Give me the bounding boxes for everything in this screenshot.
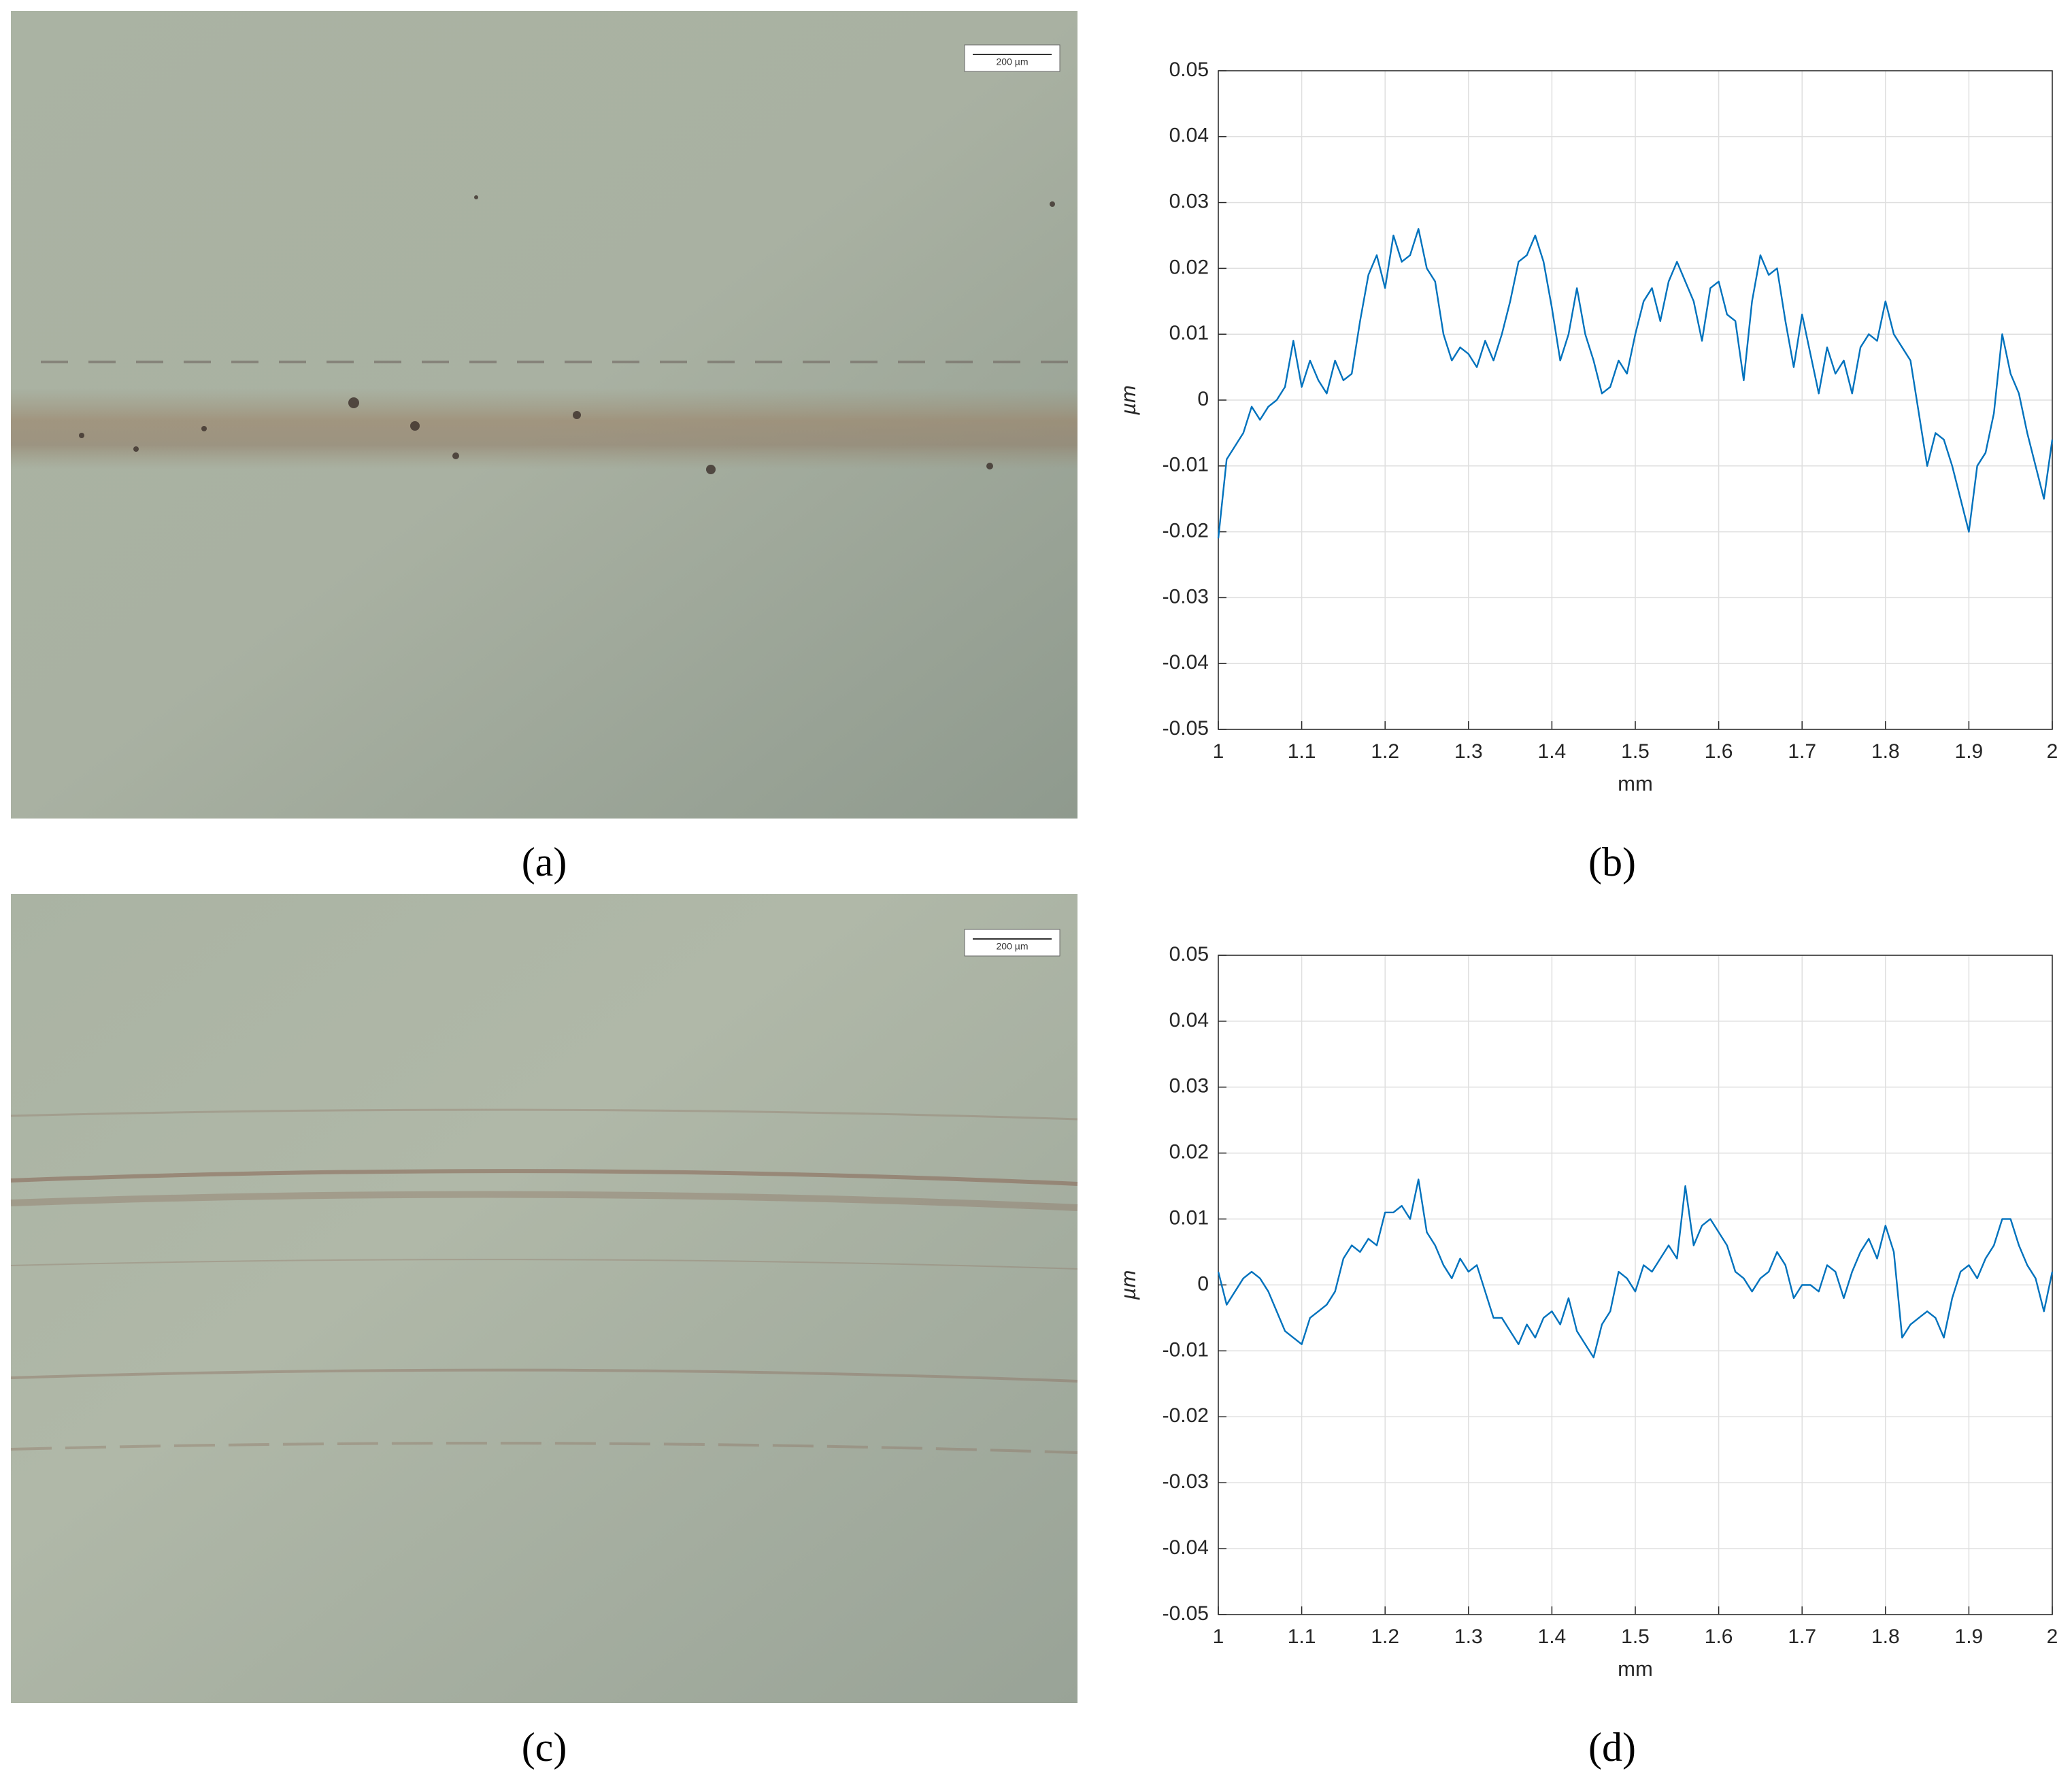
x-tick-label: 1.2 <box>1371 1625 1399 1648</box>
x-tick-label: 1.5 <box>1621 740 1650 763</box>
panel-label: (d) <box>1588 1725 1636 1770</box>
y-tick-label: 0.04 <box>1169 125 1209 147</box>
y-tick-label: -0.05 <box>1163 717 1209 740</box>
y-tick-label: -0.04 <box>1163 651 1209 674</box>
line-chart: 1 1.1 1.2 1.3 1.4 1.5 1.6 1.7 1.8 1.9 2 -0.05 -0.04 -… <box>1116 59 2058 795</box>
x-tick-label: 1.4 <box>1538 740 1567 763</box>
y-tick-label: 0 <box>1197 1272 1209 1295</box>
data-line <box>1217 228 2054 539</box>
y-tick-label: 0.01 <box>1169 1207 1209 1229</box>
y-tick-label: -0.03 <box>1163 1470 1209 1493</box>
data-line <box>1217 1178 2054 1359</box>
x-tick-label: 1.8 <box>1871 740 1900 763</box>
x-tick-label: 1.7 <box>1788 740 1816 763</box>
plot-frame <box>1218 955 2053 1615</box>
y-tick-label: -0.02 <box>1163 1404 1209 1427</box>
x-axis-label: mm <box>1618 772 1653 795</box>
y-tick-label: 0 <box>1197 388 1209 410</box>
x-tick-label: 1.6 <box>1705 1625 1733 1648</box>
x-tick-label: 1.6 <box>1705 740 1733 763</box>
y-axis-label: µm <box>1116 385 1140 416</box>
line-chart: 1 1.1 1.2 1.3 1.4 1.5 1.6 1.7 1.8 1.9 2 -0.05 -0.04 -… <box>1116 943 2058 1681</box>
micrograph-a: 200 µm <box>11 11 1077 819</box>
x-tick-label: 1.7 <box>1788 1625 1816 1648</box>
x-tick-label: 1.3 <box>1454 740 1483 763</box>
y-tick-label: -0.01 <box>1163 1338 1209 1361</box>
y-tick-label: -0.02 <box>1163 520 1209 542</box>
micrograph-c: 200 µm <box>10 894 1078 1703</box>
x-tick-label: 1 <box>1213 740 1224 763</box>
y-tick-label: 0.05 <box>1169 59 1209 81</box>
x-tick-label: 1.9 <box>1955 1625 1984 1648</box>
y-tick-label: -0.03 <box>1163 585 1209 608</box>
x-tick-label: 1.4 <box>1538 1625 1567 1648</box>
x-tick-label: 1.2 <box>1371 740 1399 763</box>
scale-bar-label: 200 µm <box>997 941 1029 952</box>
x-tick-label: 1.3 <box>1454 1625 1483 1648</box>
x-tick-label: 1.9 <box>1955 740 1984 763</box>
x-tick-label: 2 <box>2047 740 2058 763</box>
x-tick-label: 1.8 <box>1871 1625 1900 1648</box>
y-tick-label: 0.03 <box>1169 1075 1209 1097</box>
x-tick-label: 1.1 <box>1288 740 1316 763</box>
y-tick-label: -0.04 <box>1163 1536 1209 1559</box>
scale-bar-label: 200 µm <box>997 56 1029 67</box>
y-tick-label: -0.01 <box>1163 454 1209 476</box>
y-tick-label: -0.05 <box>1163 1602 1209 1625</box>
x-tick-label: 1 <box>1213 1625 1224 1648</box>
y-tick-label: 0.02 <box>1169 256 1209 278</box>
panel-label: (c) <box>522 1725 567 1770</box>
y-tick-label: 0.04 <box>1169 1009 1209 1031</box>
y-axis-label: µm <box>1116 1270 1140 1301</box>
x-tick-label: 2 <box>2047 1625 2058 1648</box>
y-tick-label: 0.02 <box>1169 1141 1209 1163</box>
plot-frame <box>1218 70 2053 730</box>
x-axis-label: mm <box>1618 1657 1653 1681</box>
x-tick-label: 1.1 <box>1288 1625 1316 1648</box>
x-tick-label: 1.5 <box>1621 1625 1650 1648</box>
panel-label: (a) <box>522 840 567 885</box>
panel-label: (b) <box>1588 840 1636 885</box>
y-tick-label: 0.03 <box>1169 191 1209 213</box>
y-tick-label: 0.01 <box>1169 322 1209 344</box>
y-tick-label: 0.05 <box>1169 943 1209 965</box>
